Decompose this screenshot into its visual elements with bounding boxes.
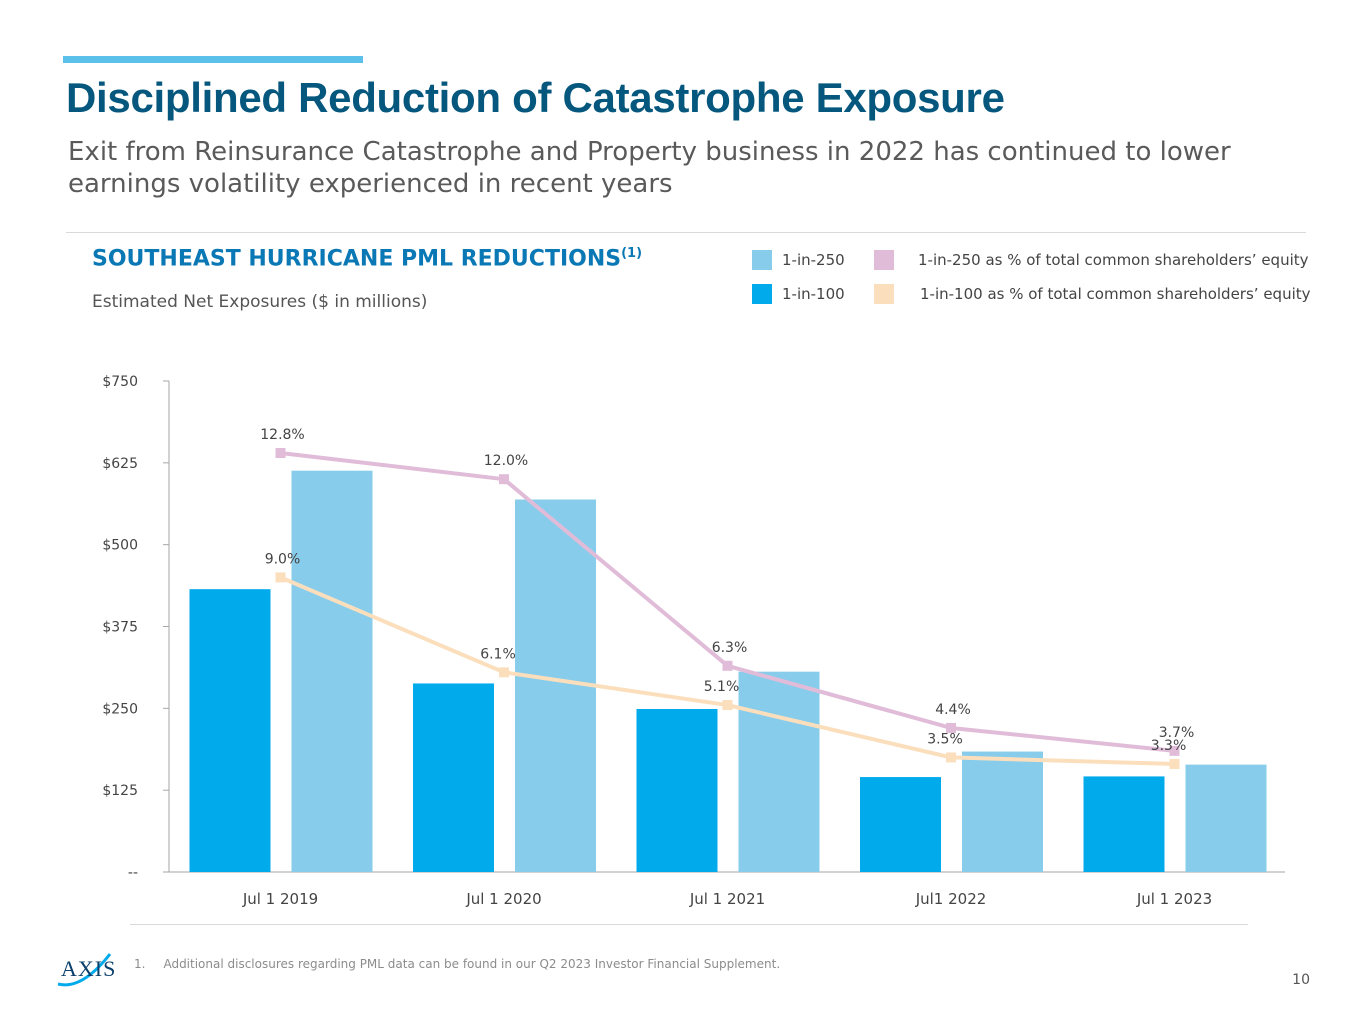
line-marker <box>946 752 956 763</box>
line-marker <box>275 448 286 459</box>
data-label: 12.8% <box>260 427 304 443</box>
bar-1-in-250 <box>962 751 1043 872</box>
bar-1-in-100 <box>189 589 271 872</box>
bar-1-in-100 <box>636 708 718 872</box>
data-label: 6.1% <box>480 646 516 662</box>
x-tick-label: Jul 1 2021 <box>689 890 765 908</box>
y-tick-label: $250 <box>102 701 138 717</box>
axis-logo: AXIS <box>52 948 116 992</box>
line-marker <box>1169 745 1180 756</box>
footnote-marker: (1) <box>621 246 643 261</box>
data-label: 4.4% <box>935 702 971 718</box>
x-tick-label: Jul 1 2019 <box>242 890 318 908</box>
line-marker <box>275 572 286 583</box>
data-label: 12.0% <box>484 453 528 469</box>
page-number: 10 <box>1292 972 1310 988</box>
legend-item-1-in-100-pct: 1-in-100 as % of total common shareholde… <box>874 283 1311 305</box>
data-label: 5.1% <box>704 679 740 695</box>
line-marker <box>946 722 956 733</box>
y-tick-label: $750 <box>102 374 138 390</box>
line-marker <box>722 700 733 711</box>
chart-subtitle: Estimated Net Exposures ($ in millions) <box>92 292 428 312</box>
header-divider <box>66 232 1306 233</box>
legend-swatch-1-in-250-pct <box>874 250 894 270</box>
logo-swoosh-icon <box>57 953 112 987</box>
page-title: Disciplined Reduction of Catastrophe Exp… <box>66 74 1005 121</box>
data-label: 3.7% <box>1159 725 1195 741</box>
legend-label: 1-in-100 as % of total common shareholde… <box>920 285 1311 303</box>
legend-swatch-1-in-250 <box>752 250 772 270</box>
footnote-number: 1. <box>134 957 146 971</box>
line-marker <box>722 660 733 671</box>
y-tick-label: $500 <box>102 538 138 554</box>
footnote-text: Additional disclosures regarding PML dat… <box>163 957 781 971</box>
bar-1-in-100 <box>413 683 494 872</box>
title-accent-bar <box>63 56 363 63</box>
legend-item-1-in-100: 1-in-100 <box>752 283 845 305</box>
legend-swatch-1-in-100 <box>752 284 772 304</box>
x-tick-label: Jul1 2022 <box>915 890 987 908</box>
line-marker <box>499 667 509 678</box>
x-tick-label: Jul 1 2023 <box>1136 890 1212 908</box>
bar-1-in-100 <box>1083 776 1165 872</box>
legend-label: 1-in-250 as % of total common shareholde… <box>918 251 1309 269</box>
legend-item-1-in-250: 1-in-250 <box>752 249 845 271</box>
legend-swatch-1-in-100-pct <box>874 284 894 304</box>
data-label: 9.0% <box>265 551 301 567</box>
x-tick-label: Jul 1 2020 <box>465 890 541 908</box>
legend-item-1-in-250-pct: 1-in-250 as % of total common shareholde… <box>874 249 1309 271</box>
legend-label: 1-in-100 <box>782 285 845 303</box>
logo-text: AXIS <box>61 956 117 981</box>
footer-divider <box>130 924 1248 925</box>
y-tick-label: -- <box>128 865 138 881</box>
data-label: 3.5% <box>927 731 963 747</box>
bar-1-in-100 <box>860 777 941 872</box>
chart-title: SOUTHEAST HURRICANE PML REDUCTIONS(1) <box>92 246 643 272</box>
line-marker <box>499 474 509 485</box>
footnote: 1. Additional disclosures regarding PML d… <box>134 957 780 971</box>
data-label: 3.3% <box>1151 738 1187 754</box>
y-tick-label: $125 <box>102 783 138 799</box>
legend-label: 1-in-250 <box>782 251 845 269</box>
y-tick-label: $375 <box>102 620 138 636</box>
line-marker <box>1169 758 1180 769</box>
bar-1-in-250 <box>291 470 373 872</box>
y-tick-label: $625 <box>102 456 138 472</box>
page-subtitle: Exit from Reinsurance Catastrophe and Pr… <box>68 137 1231 199</box>
bar-1-in-250 <box>738 671 820 872</box>
bar-1-in-250 <box>1185 764 1267 872</box>
data-label: 6.3% <box>712 640 748 656</box>
